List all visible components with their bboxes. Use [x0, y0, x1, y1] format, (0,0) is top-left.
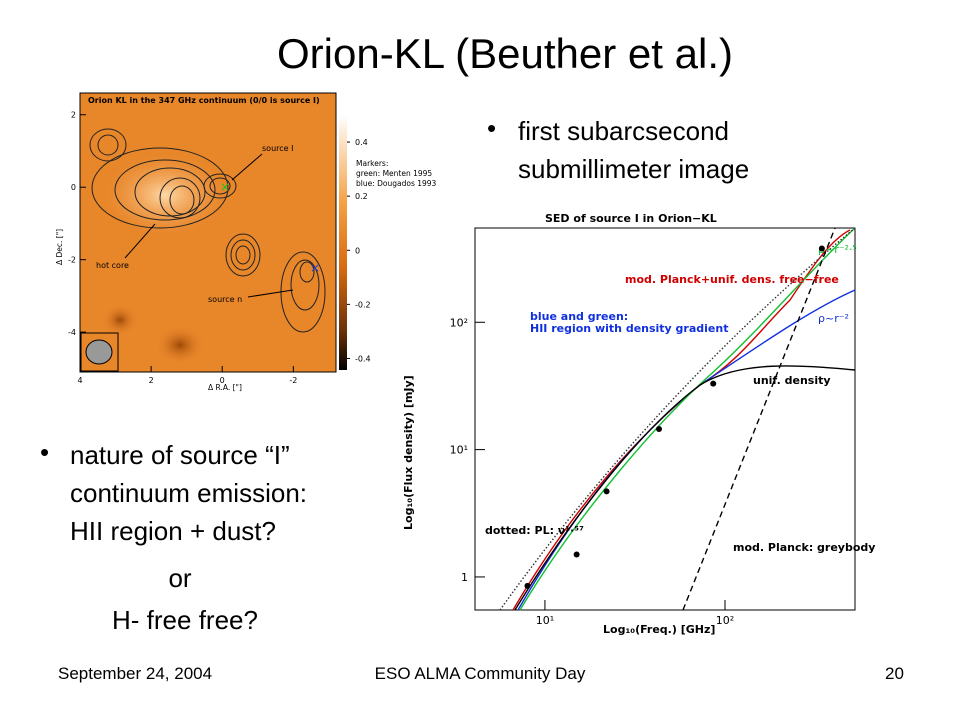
- marker-legend: Markers:: [356, 159, 388, 168]
- map-title: Orion KL in the 347 GHz continuum (0/0 i…: [88, 96, 320, 105]
- x-tick-label: 10¹: [536, 614, 554, 627]
- sed-plot: SED of source I in Orion−KL Log₁₀(Freq.)…: [402, 212, 875, 636]
- slide-title: Orion-KL (Beuther et al.): [277, 30, 733, 77]
- text-line: H- free free?: [112, 605, 258, 635]
- marker: ×: [310, 261, 320, 275]
- bullet: •: [40, 437, 50, 467]
- contour-map: × × Orion KL in the 347 GHz continuum (0…: [55, 92, 437, 392]
- y-tick-label: 0: [71, 183, 76, 192]
- footer-date: September 24, 2004: [58, 664, 213, 683]
- x-tick-label: 2: [149, 376, 154, 385]
- annotation: ρ~r⁻²: [818, 312, 849, 325]
- y-axis-label: Log₁₀(Flux density) [mJy]: [402, 375, 415, 530]
- map-label: source n: [208, 295, 242, 304]
- x-tick-label: 4: [77, 376, 82, 385]
- colorbar-tick-label: 0.2: [355, 192, 368, 201]
- y-tick-label: 10²: [450, 316, 468, 329]
- bullet-text: nature of source “I” continuum emission:…: [70, 440, 307, 546]
- marker: ×: [220, 180, 230, 194]
- text-line: or: [168, 563, 192, 593]
- page-number: 20: [885, 664, 904, 683]
- data-point: [656, 426, 663, 433]
- y-tick-label: 1: [461, 571, 468, 584]
- annotation: HII region with density gradient: [530, 322, 728, 335]
- y-axis-label: Δ Dec. ["]: [55, 229, 64, 265]
- x-axis-label: Log₁₀(Freq.) [GHz]: [603, 623, 715, 636]
- shade: [102, 304, 138, 336]
- map-label: hot core: [96, 261, 129, 270]
- annotation: unif. density: [753, 374, 831, 387]
- footer-event: ESO ALMA Community Day: [374, 664, 586, 683]
- y-tick-label: -4: [68, 328, 76, 337]
- plot-title: SED of source I in Orion−KL: [545, 212, 717, 225]
- colorbar: [339, 115, 347, 370]
- annotation: mod. Planck: greybody: [733, 541, 875, 554]
- model-curves: [499, 227, 856, 611]
- marker-legend: green: Menten 1995: [356, 169, 432, 178]
- y-tick-label: 2: [71, 111, 76, 120]
- x-tick-label: 0: [220, 376, 225, 385]
- annotation: dotted: PL: ν¹·⁵⁷: [485, 524, 584, 537]
- bullet: •: [487, 113, 497, 143]
- data-point: [710, 380, 717, 387]
- beam: [85, 339, 113, 365]
- data-point: [524, 582, 531, 589]
- annotation: blue and green:: [530, 310, 628, 323]
- data-point: [818, 245, 825, 252]
- marker-legend: blue: Dougados 1993: [356, 179, 437, 188]
- contours: [89, 128, 326, 333]
- annotation: mod. Planck+unif. dens. free−free: [625, 273, 839, 286]
- beam-box: [80, 332, 119, 372]
- map-label: source I: [262, 144, 293, 153]
- colorbar-tick-label: 0.4: [355, 138, 368, 147]
- plot-frame: [474, 227, 856, 611]
- shade: [155, 325, 205, 365]
- annotation: ρ~r⁻²·⁵: [818, 243, 857, 256]
- y-tick-label: -2: [68, 256, 76, 265]
- arrows: [124, 153, 294, 298]
- bullet-text: first subarcsecond submillimeter image: [518, 116, 750, 184]
- data-point: [573, 551, 580, 558]
- colorbar-tick-label: -0.4: [355, 354, 371, 363]
- shade: [105, 155, 225, 235]
- colorbar-tick-label: 0: [355, 246, 360, 255]
- data-point: [603, 488, 610, 495]
- x-tick-label: -2: [289, 376, 297, 385]
- y-tick-label: 10¹: [450, 444, 468, 457]
- colorbar-tick-label: -0.2: [355, 300, 371, 309]
- x-tick-label: 10²: [716, 614, 734, 627]
- x-axis-label: Δ R.A. ["]: [208, 383, 242, 392]
